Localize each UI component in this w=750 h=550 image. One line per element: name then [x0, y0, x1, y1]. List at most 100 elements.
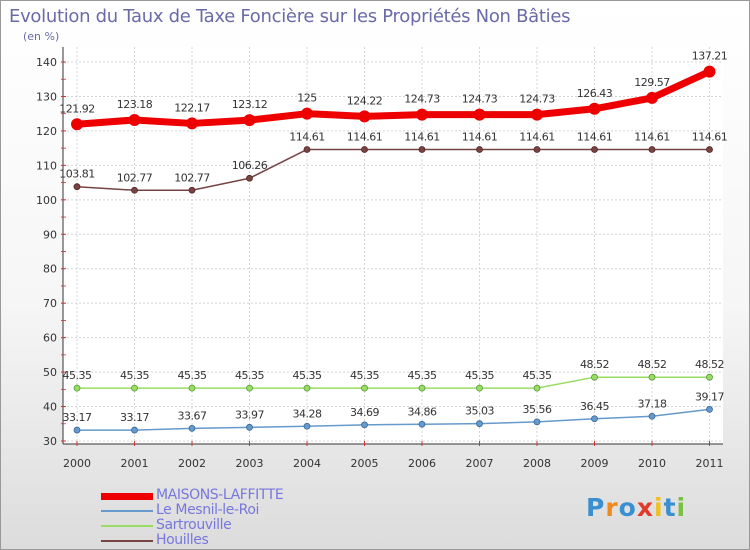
- data-point-maisons-laffitte: [646, 91, 658, 104]
- x-tick-label: 2003: [236, 457, 264, 470]
- data-label-houilles: 114.61: [404, 130, 440, 143]
- data-point-le-mesnil-le-roi: [73, 426, 81, 434]
- y-tick-label: 130: [36, 90, 57, 103]
- data-label-houilles: 103.81: [59, 168, 95, 181]
- data-label-houilles: 114.61: [289, 130, 325, 143]
- data-label-houilles: 102.77: [117, 171, 153, 184]
- data-point-maisons-laffitte: [128, 113, 141, 126]
- data-point-sartrouville: [706, 373, 713, 381]
- data-label-maisons-laffitte: 124.73: [519, 93, 555, 106]
- data-label-houilles: 114.61: [519, 130, 555, 143]
- legend-swatch-maisons-laffitte: [101, 492, 153, 500]
- data-point-le-mesnil-le-roi: [648, 412, 656, 420]
- x-tick-label: 2008: [523, 457, 551, 470]
- data-point-houilles: [591, 146, 598, 153]
- data-point-houilles: [73, 183, 81, 191]
- data-point-sartrouville: [533, 384, 541, 392]
- data-label-le-mesnil-le-roi: 33.17: [120, 411, 149, 424]
- y-tick-label: 140: [36, 56, 57, 69]
- x-tick-label: 2007: [466, 457, 494, 470]
- legend-swatch-houilles: [101, 540, 153, 542]
- data-label-houilles: 114.61: [634, 130, 670, 143]
- data-label-sartrouville: 48.52: [638, 358, 667, 371]
- data-label-le-mesnil-le-roi: 34.86: [408, 405, 437, 418]
- logo-letter: x: [636, 493, 654, 522]
- logo-letter: i: [654, 493, 664, 522]
- legend-swatch-sartrouville: [101, 525, 153, 527]
- series-line-sartrouville: [76, 376, 711, 389]
- data-label-maisons-laffitte: 125: [297, 92, 317, 105]
- x-tick-label: 2002: [178, 457, 206, 470]
- data-point-houilles: [303, 146, 311, 153]
- y-tick-label: 120: [36, 125, 57, 138]
- y-tick-label: 100: [36, 194, 57, 207]
- data-point-houilles: [533, 146, 541, 153]
- data-label-houilles: 114.61: [692, 130, 728, 143]
- data-point-sartrouville: [303, 384, 311, 392]
- data-point-le-mesnil-le-roi: [303, 422, 311, 430]
- y-tick-label: 50: [43, 366, 57, 379]
- data-label-le-mesnil-le-roi: 37.18: [638, 397, 667, 410]
- data-point-houilles: [648, 146, 656, 153]
- data-point-sartrouville: [131, 384, 138, 392]
- data-label-sartrouville: 45.35: [350, 369, 379, 382]
- data-point-le-mesnil-le-roi: [476, 420, 483, 428]
- data-point-houilles: [476, 146, 483, 153]
- data-point-le-mesnil-le-roi: [418, 420, 426, 428]
- data-point-maisons-laffitte: [588, 102, 601, 115]
- legend-label-le-mesnil-le-roi: Le Mesnil-le-Roi: [156, 502, 260, 518]
- data-point-sartrouville: [591, 373, 598, 381]
- y-tick-label: 80: [43, 263, 57, 276]
- y-tick-label: 70: [43, 297, 57, 310]
- data-point-le-mesnil-le-roi: [361, 421, 368, 429]
- data-point-maisons-laffitte: [531, 108, 543, 121]
- data-point-houilles: [246, 174, 253, 182]
- data-label-sartrouville: 45.35: [523, 369, 552, 382]
- x-tick-label: 2006: [408, 457, 436, 470]
- logo-letter: i: [676, 493, 687, 522]
- data-point-le-mesnil-le-roi: [533, 418, 541, 426]
- series-line-maisons-laffitte: [73, 68, 713, 128]
- x-tick-label: 2000: [63, 457, 91, 470]
- y-tick-label: 110: [36, 159, 57, 172]
- legend-label-sartrouville: Sartrouville: [156, 517, 232, 533]
- data-label-le-mesnil-le-roi: 34.69: [350, 406, 379, 419]
- data-label-maisons-laffitte: 123.12: [232, 98, 268, 111]
- logo-letter: r: [605, 493, 619, 522]
- data-label-sartrouville: 48.52: [695, 358, 724, 371]
- data-label-le-mesnil-le-roi: 33.67: [178, 409, 207, 422]
- data-point-maisons-laffitte: [703, 65, 716, 78]
- data-point-le-mesnil-le-roi: [591, 415, 598, 423]
- data-point-sartrouville: [476, 384, 483, 392]
- data-label-le-mesnil-le-roi: 39.17: [695, 390, 724, 403]
- data-label-sartrouville: 45.35: [235, 369, 264, 382]
- data-label-sartrouville: 45.35: [408, 369, 437, 382]
- data-label-maisons-laffitte: 124.73: [404, 93, 440, 106]
- logo-letter: P: [586, 493, 606, 522]
- y-tick-label: 90: [43, 228, 57, 241]
- data-point-houilles: [706, 146, 713, 153]
- data-label-le-mesnil-le-roi: 35.56: [523, 403, 552, 416]
- x-tick-label: 2004: [293, 457, 321, 470]
- data-label-maisons-laffitte: 126.43: [577, 87, 613, 100]
- x-tick-label: 2011: [696, 457, 724, 470]
- data-point-sartrouville: [73, 384, 81, 392]
- data-point-le-mesnil-le-roi: [706, 406, 713, 413]
- data-label-le-mesnil-le-roi: 33.97: [235, 408, 264, 421]
- series-line-houilles: [76, 148, 711, 192]
- x-tick-label: 2009: [581, 457, 609, 470]
- x-tick-label: 2005: [351, 457, 379, 470]
- proxiti-logo: Proxiti: [586, 493, 686, 522]
- data-point-houilles: [418, 146, 426, 153]
- data-point-le-mesnil-le-roi: [188, 424, 196, 432]
- data-label-le-mesnil-le-roi: 36.45: [580, 400, 609, 413]
- data-label-maisons-laffitte: 124.22: [347, 94, 383, 107]
- x-tick-label: 2010: [638, 457, 666, 470]
- data-point-houilles: [188, 186, 196, 194]
- data-label-le-mesnil-le-roi: 35.03: [465, 405, 494, 418]
- legend-item-le-mesnil-le-roi: Le Mesnil-le-Roi: [101, 502, 361, 518]
- data-point-le-mesnil-le-roi: [131, 426, 138, 434]
- data-point-houilles: [361, 146, 368, 153]
